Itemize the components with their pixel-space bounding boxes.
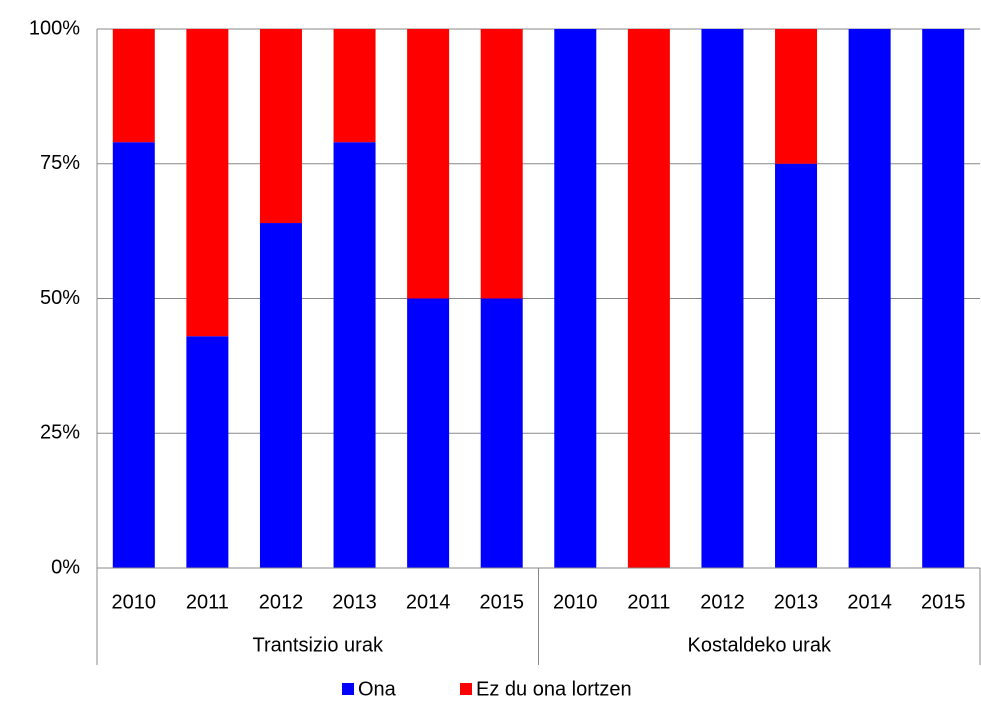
bar-segment <box>333 142 376 568</box>
legend-label: Ez du ona lortzen <box>476 678 632 700</box>
bar-segment <box>701 29 744 568</box>
x-tick-label: 2013 <box>774 591 819 613</box>
y-tick-label: 100% <box>29 17 80 39</box>
bar-segment <box>112 142 155 568</box>
x-tick-label: 2010 <box>112 591 157 613</box>
bar-segment <box>480 29 523 299</box>
bar-segment <box>554 29 597 568</box>
legend-swatch <box>342 683 354 695</box>
y-tick-label: 0% <box>51 556 80 578</box>
x-tick-label: 2015 <box>921 591 966 613</box>
group-label: Kostaldeko urak <box>688 634 832 656</box>
bar-segment <box>627 29 670 568</box>
legend-swatch <box>460 683 472 695</box>
bar-segment <box>112 29 155 143</box>
bar-segment <box>259 29 302 224</box>
y-tick-label: 25% <box>40 422 80 444</box>
bar-segment <box>407 29 450 299</box>
x-tick-label: 2014 <box>847 591 892 613</box>
y-tick-label: 50% <box>40 287 80 309</box>
x-tick-label: 2013 <box>332 591 377 613</box>
x-tick-label: 2012 <box>259 591 304 613</box>
x-tick-label: 2015 <box>479 591 524 613</box>
bar-segment <box>775 29 818 164</box>
bar-segment <box>407 298 450 568</box>
x-tick-label: 2011 <box>627 591 670 613</box>
bar-segment <box>848 29 891 568</box>
x-tick-label: 2014 <box>406 591 451 613</box>
bar-segment <box>775 163 818 568</box>
bar-segment <box>186 29 229 337</box>
bar-segment <box>480 298 523 568</box>
group-label: Trantsizio urak <box>253 634 384 656</box>
x-tick-label: 2011 <box>186 591 229 613</box>
legend-label: Ona <box>358 678 397 700</box>
bar-segment <box>186 336 229 568</box>
x-tick-label: 2010 <box>553 591 598 613</box>
bar-segment <box>333 29 376 143</box>
bar-segment <box>259 223 302 569</box>
y-tick-label: 75% <box>40 152 80 174</box>
x-tick-label: 2012 <box>700 591 745 613</box>
bar-segment <box>922 29 965 568</box>
